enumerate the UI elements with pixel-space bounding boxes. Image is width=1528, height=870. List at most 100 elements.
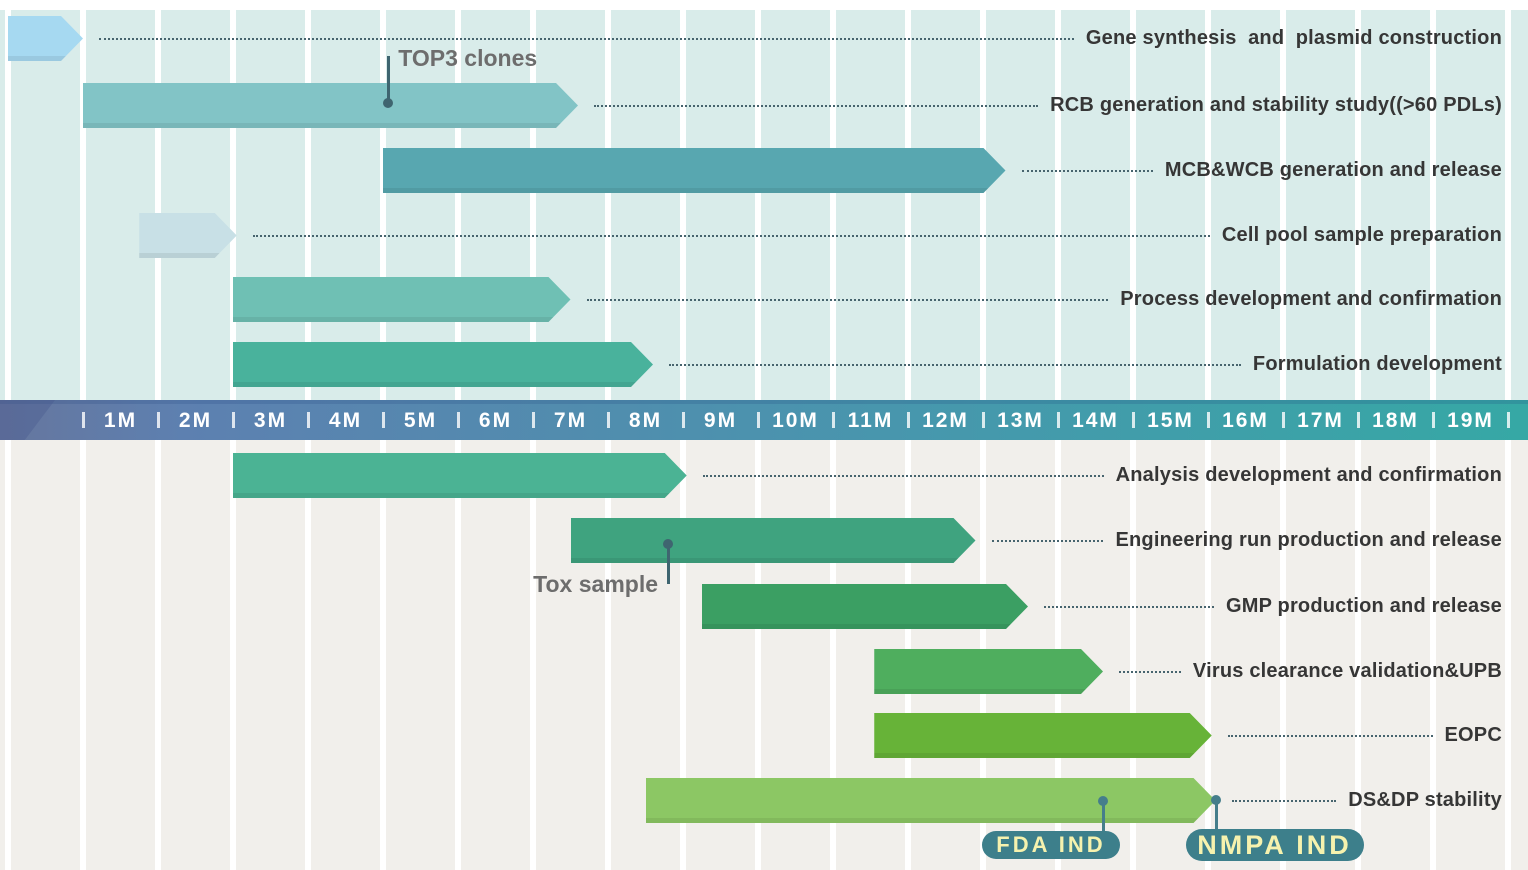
task-leader-row: GMP production and release xyxy=(1044,584,1502,629)
month-gridline xyxy=(1055,10,1061,400)
task-label: Engineering run production and release xyxy=(1115,529,1502,551)
axis-month-label: 19M xyxy=(1447,409,1494,432)
month-gridline xyxy=(1430,10,1436,400)
month-gridline xyxy=(680,440,686,870)
annotation-dot xyxy=(383,98,394,108)
month-gridline xyxy=(305,10,311,400)
task-leader-row: Virus clearance validation&UPB xyxy=(1119,649,1502,694)
task-leader-row: Analysis development and confirmation xyxy=(702,453,1502,498)
leader-dots xyxy=(1231,799,1337,802)
task-bar xyxy=(646,778,1216,823)
task-bar xyxy=(874,713,1212,758)
leader-dots xyxy=(1044,605,1214,608)
task-bar xyxy=(8,16,83,61)
month-gridline xyxy=(1130,10,1136,400)
axis-tick xyxy=(1057,412,1060,428)
axis-tick xyxy=(1507,412,1510,428)
leader-dots xyxy=(991,539,1104,542)
month-gridline xyxy=(830,440,836,870)
month-gridline xyxy=(1205,440,1211,870)
axis-tick xyxy=(1432,412,1435,428)
axis-month-label: 16M xyxy=(1222,409,1269,432)
leader-dots xyxy=(1119,670,1181,673)
month-gridline xyxy=(1505,440,1511,870)
axis-month-label: 8M xyxy=(628,409,663,432)
milestone-dot xyxy=(1098,796,1108,806)
milestone-connector xyxy=(1102,801,1105,831)
month-gridline xyxy=(455,10,461,400)
leader-dots xyxy=(1227,734,1433,737)
task-leader-row: RCB generation and stability study((>60 … xyxy=(594,83,1502,128)
month-gridline xyxy=(905,10,911,400)
axis-tick xyxy=(82,412,85,428)
month-gridline xyxy=(380,10,386,400)
task-label: Process development and confirmation xyxy=(1120,288,1502,310)
task-leader-row: MCB&WCB generation and release xyxy=(1021,148,1503,193)
month-gridline xyxy=(680,10,686,400)
axis-tick xyxy=(982,412,985,428)
task-label: GMP production and release xyxy=(1225,595,1502,617)
task-leader-row: Process development and confirmation xyxy=(586,277,1503,322)
month-gridline xyxy=(5,440,11,870)
axis-month-label: 15M xyxy=(1147,409,1194,432)
month-gridline xyxy=(530,10,536,400)
month-gridline xyxy=(155,440,161,870)
task-bar xyxy=(571,518,976,563)
axis-month-label: 3M xyxy=(253,409,288,432)
month-gridline xyxy=(1505,10,1511,400)
month-gridline xyxy=(80,440,86,870)
month-gridline xyxy=(380,440,386,870)
axis-tick xyxy=(382,412,385,428)
leader-dots xyxy=(99,37,1074,40)
task-bar xyxy=(874,649,1103,694)
month-gridline xyxy=(230,440,236,870)
month-gridline xyxy=(830,10,836,400)
leader-dots xyxy=(586,298,1109,301)
annotation-label: TOP3 clones xyxy=(398,45,538,71)
month-gridline xyxy=(1355,10,1361,400)
annotation-label: Tox sample xyxy=(533,571,658,597)
axis-tick xyxy=(157,412,160,428)
month-gridline xyxy=(1205,10,1211,400)
milestone-connector xyxy=(1214,800,1218,829)
task-bar xyxy=(139,213,237,258)
milestone-badge: FDA IND xyxy=(982,831,1120,859)
task-bar xyxy=(702,584,1028,629)
axis-tick xyxy=(832,412,835,428)
axis-month-label: 14M xyxy=(1072,409,1119,432)
task-leader-row: Formulation development xyxy=(669,342,1502,387)
month-gridline xyxy=(1355,440,1361,870)
task-label: RCB generation and stability study((>60 … xyxy=(1050,94,1502,116)
annotation-connector xyxy=(387,56,391,103)
month-gridline xyxy=(230,10,236,400)
task-leader-row: EOPC xyxy=(1227,713,1502,758)
upper-section-background xyxy=(0,10,1528,400)
month-gridline xyxy=(1280,10,1286,400)
month-gridline xyxy=(1130,440,1136,870)
month-gridline xyxy=(605,10,611,400)
task-label: Cell pool sample preparation xyxy=(1221,224,1502,246)
leader-dots xyxy=(702,474,1104,477)
axis-month-label: 18M xyxy=(1372,409,1419,432)
axis-tick xyxy=(757,412,760,428)
leader-dots xyxy=(594,104,1039,107)
month-gridline xyxy=(455,440,461,870)
task-leader-row: Engineering run production and release xyxy=(991,518,1503,563)
milestone-dot xyxy=(1210,795,1221,805)
axis-tick xyxy=(532,412,535,428)
axis-tick xyxy=(1357,412,1360,428)
task-leader-row: DS&DP stability xyxy=(1231,778,1503,823)
axis-tick xyxy=(1132,412,1135,428)
axis-month-label: 1M xyxy=(103,409,138,432)
task-label: Formulation development xyxy=(1252,353,1502,375)
timeline-axis: 1M 2M 3M 4M 5M 6M 7M 8M 9M 10M 11M 12M 13M 14M 15M 16M 1… xyxy=(0,400,1528,440)
month-gridline xyxy=(5,10,11,400)
axis-tick xyxy=(1207,412,1210,428)
month-gridline xyxy=(305,440,311,870)
axis-tick xyxy=(607,412,610,428)
task-label: Virus clearance validation&UPB xyxy=(1192,660,1502,682)
axis-tick xyxy=(457,412,460,428)
axis-month-label: 6M xyxy=(478,409,513,432)
task-leader-row: Gene synthesis and plasmid construction xyxy=(99,16,1502,61)
